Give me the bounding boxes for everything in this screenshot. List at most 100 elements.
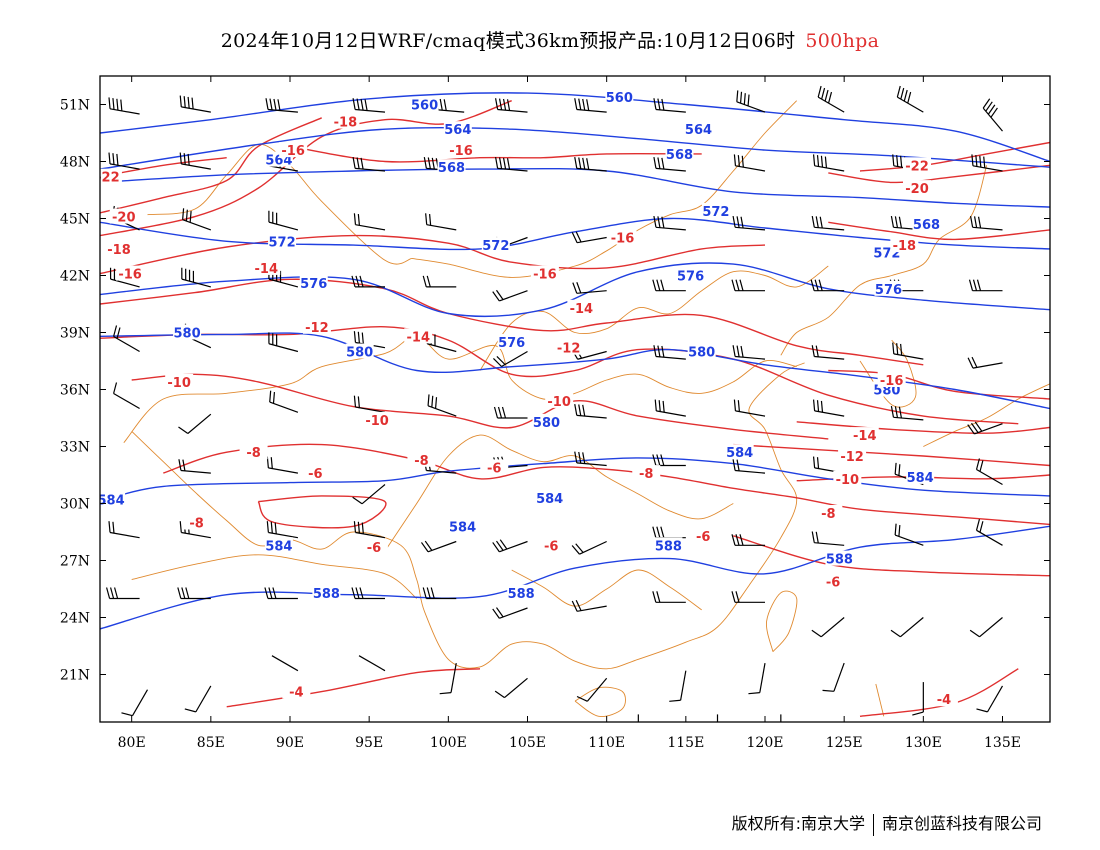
temperature-label-bg bbox=[530, 265, 559, 281]
y-tick-label: 30N bbox=[60, 497, 90, 513]
barb-shaft bbox=[499, 607, 528, 619]
temperature-label-bg bbox=[689, 527, 718, 543]
barb-shaft bbox=[268, 221, 299, 231]
wind-barb bbox=[812, 154, 845, 172]
barb-feather bbox=[907, 91, 912, 104]
barb-shaft bbox=[361, 484, 386, 505]
wind-barb bbox=[265, 98, 298, 113]
barb-feather bbox=[740, 345, 744, 358]
barb-feather bbox=[496, 356, 506, 365]
barb-feather bbox=[737, 155, 740, 167]
temperature-label-bg bbox=[252, 259, 281, 275]
barb-shaft bbox=[268, 531, 299, 539]
height-label: 564 bbox=[685, 123, 712, 138]
barb-feather bbox=[266, 521, 269, 533]
barb-shaft bbox=[355, 108, 386, 113]
wind-barb bbox=[494, 677, 528, 699]
wind-barb bbox=[812, 399, 845, 417]
x-tick-label: 100E bbox=[430, 735, 467, 751]
barb-shaft bbox=[355, 224, 386, 231]
barb-feather bbox=[185, 209, 188, 222]
barb-feather bbox=[816, 155, 820, 167]
barb-shaft bbox=[576, 167, 607, 172]
barb-shaft bbox=[113, 392, 140, 410]
barb-feather bbox=[896, 155, 899, 167]
temperature-contour bbox=[828, 221, 1050, 241]
barb-shaft bbox=[504, 677, 528, 699]
wind-barb bbox=[652, 526, 686, 539]
boundary-line bbox=[875, 683, 885, 717]
boundary-line bbox=[511, 569, 702, 611]
y-tick-label: 42N bbox=[60, 269, 90, 285]
barb-feather bbox=[657, 98, 661, 110]
wind-barb bbox=[492, 350, 528, 368]
barb-feather bbox=[982, 98, 991, 109]
barb-feather bbox=[890, 215, 895, 228]
barb-shaft bbox=[655, 108, 686, 113]
temperature-label: -10 bbox=[836, 473, 860, 488]
barb-feather bbox=[661, 157, 665, 170]
height-label: 588 bbox=[655, 539, 682, 554]
wind-barb bbox=[181, 267, 211, 288]
height-label: 576 bbox=[498, 336, 525, 351]
barb-shaft bbox=[180, 469, 211, 474]
barb-shaft bbox=[899, 617, 924, 638]
barb-feather bbox=[657, 157, 661, 169]
barb-feather bbox=[494, 157, 499, 169]
barb-feather bbox=[735, 591, 740, 603]
barb-feather bbox=[656, 454, 661, 466]
barb-feather bbox=[578, 157, 582, 169]
wind-barb bbox=[811, 215, 845, 231]
temperature-contour bbox=[733, 443, 1050, 467]
temperature-label-bg bbox=[567, 299, 596, 315]
wind-barb bbox=[732, 459, 766, 474]
height-label: 564 bbox=[444, 123, 471, 138]
y-tick-label: 48N bbox=[60, 155, 90, 171]
temperature-contour bbox=[131, 373, 829, 440]
barb-feather bbox=[979, 460, 984, 472]
temperature-label: -6 bbox=[826, 575, 840, 590]
barb-feather bbox=[971, 356, 978, 368]
y-tick-label: 24N bbox=[60, 611, 90, 627]
barb-shaft bbox=[656, 410, 686, 417]
barb-feather bbox=[425, 213, 428, 225]
barb-feather bbox=[492, 608, 500, 619]
barb-shaft bbox=[735, 355, 766, 360]
temperature-label: -18 bbox=[107, 243, 131, 258]
wind-barb bbox=[492, 539, 528, 553]
height-label: 568 bbox=[913, 218, 940, 233]
barb-shaft bbox=[181, 163, 211, 170]
barb-feather bbox=[733, 399, 737, 411]
barb-feather bbox=[827, 91, 833, 104]
barb-shaft bbox=[814, 542, 845, 546]
barb-feather bbox=[422, 275, 427, 288]
barb-shaft bbox=[680, 670, 687, 701]
barb-feather bbox=[499, 539, 508, 550]
temperature-label: -12 bbox=[557, 342, 581, 357]
barb-feather bbox=[357, 331, 360, 344]
barb-feather bbox=[985, 101, 993, 112]
barb-shaft bbox=[655, 226, 686, 231]
wind-barb bbox=[494, 157, 528, 172]
barb-feather bbox=[572, 282, 578, 294]
wind-barb bbox=[822, 662, 845, 692]
height-label: 588 bbox=[826, 553, 853, 568]
temperature-label: -12 bbox=[305, 321, 329, 336]
wind-barb bbox=[266, 521, 299, 539]
barb-shaft bbox=[268, 278, 299, 288]
copyright-text: 版权所有:南京大学 bbox=[731, 814, 865, 833]
wind-barb bbox=[425, 213, 457, 231]
barb-shaft bbox=[814, 410, 845, 417]
temperature-label-bg bbox=[850, 427, 879, 443]
height-label: 584 bbox=[98, 494, 125, 509]
barb-shaft bbox=[427, 540, 457, 553]
barb-feather bbox=[731, 279, 736, 291]
height-label-bg bbox=[448, 518, 477, 534]
y-tick-label: 33N bbox=[60, 440, 90, 456]
barb-feather bbox=[660, 279, 665, 291]
x-tick-label: 110E bbox=[588, 735, 625, 751]
barb-feather bbox=[812, 456, 816, 468]
wind-barb bbox=[177, 587, 211, 600]
temperature-label-bg bbox=[363, 411, 392, 427]
barb-shaft bbox=[269, 401, 299, 413]
